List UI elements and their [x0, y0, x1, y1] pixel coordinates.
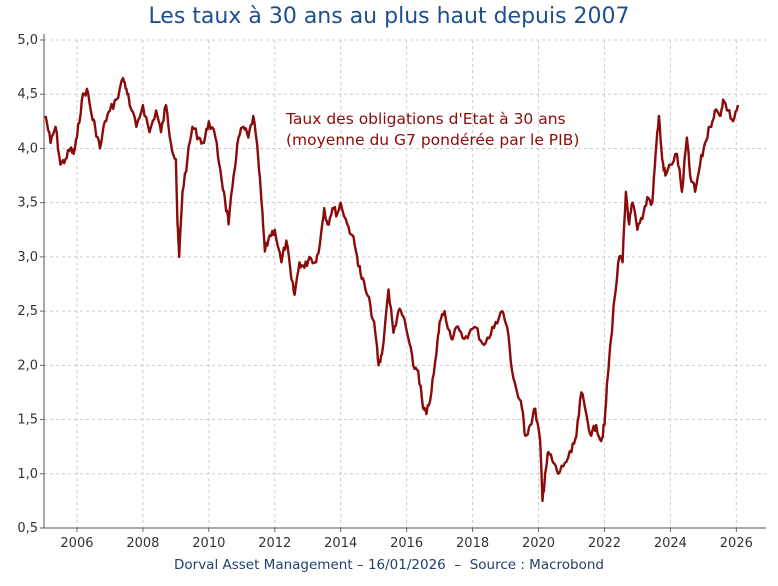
y-tick-label: 1,0 [17, 467, 38, 482]
annotation-group: Taux des obligations d'Etat à 30 ans (moy… [285, 110, 579, 149]
x-tick-label: 2010 [192, 536, 225, 551]
y-tick-label: 4,5 [17, 87, 38, 102]
x-tick-label: 2014 [324, 536, 357, 551]
y-tick-label: 1,5 [17, 413, 38, 428]
y-tick-label: 5,0 [17, 33, 38, 48]
series-lines [44, 76, 740, 503]
annotation-line: Taux des obligations d'Etat à 30 ans [285, 110, 566, 128]
x-tick-label: 2018 [456, 536, 489, 551]
x-tick-label: 2008 [126, 536, 159, 551]
axes [40, 34, 766, 532]
y-tick-label: 3,5 [17, 196, 38, 211]
y-tick-label: 0,5 [17, 521, 38, 536]
x-tick-label: 2020 [522, 536, 555, 551]
y-tick-label: 3,0 [17, 250, 38, 265]
y-tick-label: 2,0 [17, 358, 38, 373]
y-axis-labels: 0,5 1,0 1,5 2,0 2,5 3,0 3,5 4,0 4,5 5,0 [17, 33, 38, 536]
footer-credit: Dorval Asset Management – 16/01/2026 – [173, 557, 470, 573]
y-tick-label: 4,0 [17, 141, 38, 156]
x-tick-label: 2006 [60, 536, 93, 551]
x-tick-label: 2012 [258, 536, 291, 551]
x-axis-labels: 2006 2008 2010 2012 2014 2016 2018 2020 2022 2024… [60, 536, 752, 551]
x-tick-label: 2024 [654, 536, 687, 551]
annotation-line: (moyenne du G7 pondérée par le PIB) [286, 131, 579, 149]
footer: Dorval Asset Management – 16/01/2026 – S… [0, 557, 778, 573]
x-tick-label: 2022 [588, 536, 621, 551]
x-tick-label: 2016 [390, 536, 423, 551]
y-tick-label: 2,5 [17, 304, 38, 319]
x-tick-label: 2026 [720, 536, 753, 551]
series-line [44, 76, 740, 503]
footer-source: Source : Macrobond [469, 557, 604, 573]
chart-title: Les taux à 30 ans au plus haut depuis 20… [148, 4, 630, 29]
